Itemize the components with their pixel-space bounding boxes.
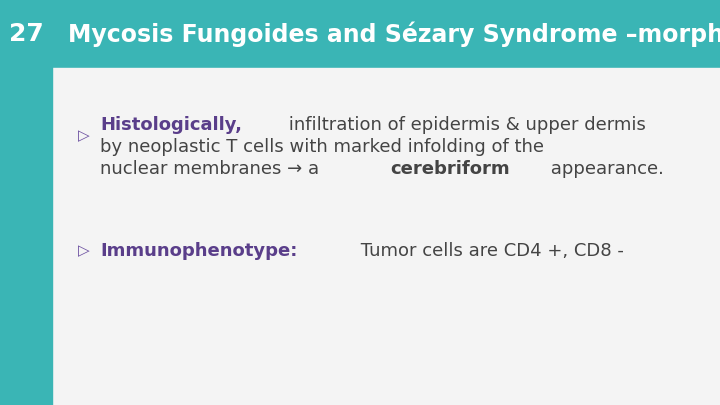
Text: infiltration of epidermis & upper dermis: infiltration of epidermis & upper dermis [283, 116, 646, 134]
Text: Mycosis Fungoides and Sézary Syndrome –morphology: Mycosis Fungoides and Sézary Syndrome –m… [68, 21, 720, 47]
Text: Tumor cells are CD4 +, CD8 -: Tumor cells are CD4 +, CD8 - [355, 242, 624, 260]
Text: Histologically,: Histologically, [100, 116, 242, 134]
Text: appearance.: appearance. [544, 160, 663, 178]
Text: cerebriform: cerebriform [390, 160, 510, 178]
Bar [0, 0, 720, 68]
Text: Immunophenotype:: Immunophenotype: [100, 242, 297, 260]
Bar [52, 68, 720, 405]
Bar [0, 0, 52, 405]
Text: 27: 27 [9, 22, 43, 46]
Text: ▷: ▷ [78, 243, 90, 258]
Text: ▷: ▷ [78, 128, 90, 143]
Text: nuclear membranes → a: nuclear membranes → a [100, 160, 325, 178]
Text: by neoplastic T cells with marked infolding of the: by neoplastic T cells with marked infold… [100, 138, 544, 156]
